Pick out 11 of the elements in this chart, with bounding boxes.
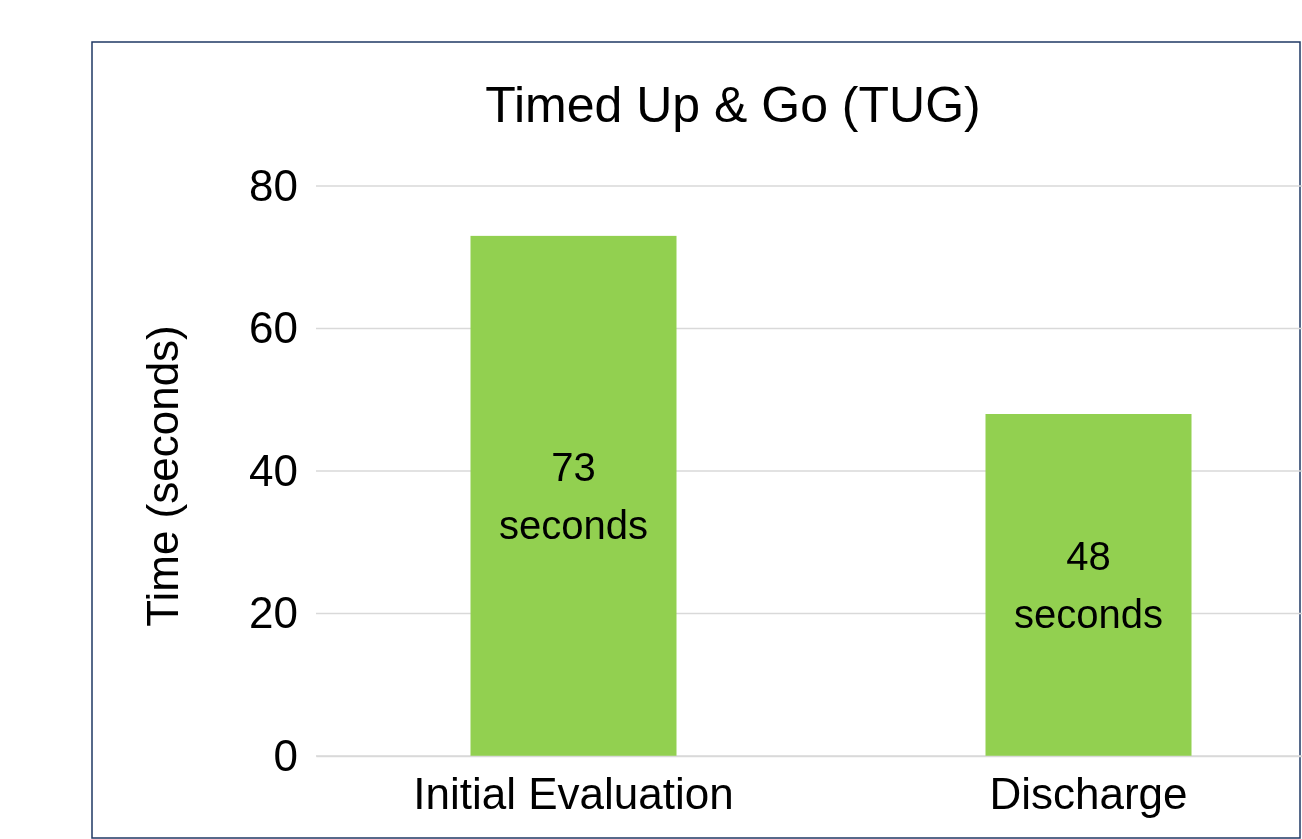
x-tick-label: Initial Evaluation <box>413 769 734 819</box>
chart-title: Timed Up & Go (TUG) <box>485 77 981 133</box>
y-tick-label: 40 <box>249 445 298 495</box>
y-tick-label: 60 <box>249 303 298 353</box>
data-label: 73 seconds <box>499 444 648 547</box>
data-label: 48 seconds <box>1014 534 1163 636</box>
y-axis-title: Time (seconds) <box>138 325 187 627</box>
x-tick-label: Discharge <box>989 769 1188 819</box>
y-tick-label: 0 <box>273 730 298 780</box>
y-tick-label: 80 <box>249 160 298 210</box>
y-tick-label: 20 <box>249 588 298 638</box>
